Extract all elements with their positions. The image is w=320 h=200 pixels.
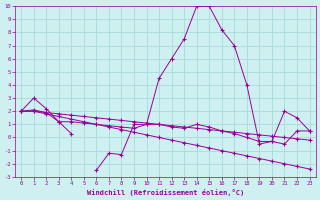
X-axis label: Windchill (Refroidissement éolien,°C): Windchill (Refroidissement éolien,°C) xyxy=(87,189,244,196)
